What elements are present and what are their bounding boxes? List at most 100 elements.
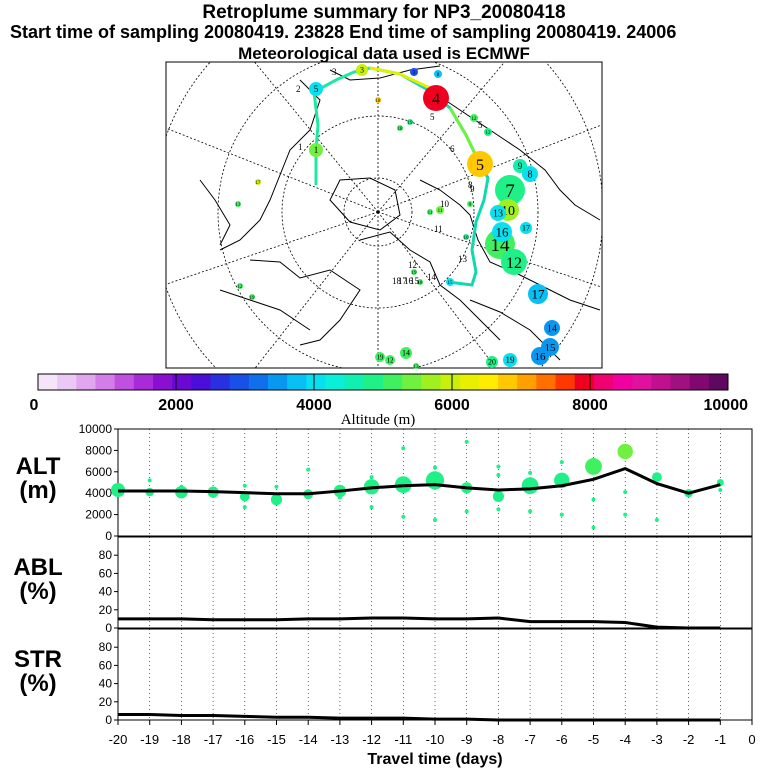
trajectory-day-number: 9 (470, 184, 475, 194)
altitude-point (559, 512, 564, 517)
cluster-marker (237, 283, 243, 289)
cluster-label: 4 (432, 91, 440, 108)
altitude-cluster (585, 458, 602, 475)
cluster-marker (486, 356, 498, 368)
cluster-marker (520, 222, 532, 234)
colorbar-swatch (651, 374, 671, 390)
cluster-label: 20 (488, 358, 496, 367)
colorbar-swatch (632, 374, 652, 390)
colorbar-swatch (268, 374, 288, 390)
panel-abl: 0 20 40 60 80 ABL(%) (13, 536, 753, 635)
trajectory-day-number: 14 (427, 272, 437, 282)
panel-frame (117, 536, 753, 629)
y-tick-label: 6000 (85, 465, 112, 479)
cluster-label: 18 (398, 127, 404, 132)
colorbar-swatch (498, 374, 518, 390)
altitude-point (496, 473, 501, 478)
cluster-label: 3 (360, 66, 364, 75)
cluster-label: 12 (486, 131, 492, 136)
x-tick-label: -10 (426, 732, 445, 747)
colorbar-swatch (191, 374, 211, 390)
trajectory-day-number: 2 (296, 84, 301, 94)
x-tick-label: -19 (140, 732, 159, 747)
trajectory-day-number: 15 (410, 276, 420, 286)
cluster-label: 18 (376, 99, 382, 104)
cluster-label: 8 (528, 170, 533, 181)
x-tick-label: -16 (235, 732, 254, 747)
cluster-label: 7 (505, 181, 515, 202)
altitude-point (464, 439, 469, 444)
x-tick-label: -9 (461, 732, 473, 747)
cluster-marker (410, 68, 418, 76)
cluster-marker (417, 279, 423, 285)
colorbar-swatch (210, 374, 231, 390)
cluster-marker (400, 347, 412, 359)
altitude-point (496, 507, 501, 512)
colorbar-swatch (402, 374, 422, 390)
colorbar-swatch (536, 374, 556, 390)
colorbar-swatch (344, 374, 365, 390)
lat-circle (281, 115, 475, 309)
cluster-label: 9 (518, 161, 523, 171)
cluster-marker (490, 205, 506, 221)
colorbar-swatch (383, 374, 403, 390)
y-tick-label: 60 (99, 658, 113, 672)
altitude-point (306, 467, 311, 472)
panel-label: STR (14, 646, 62, 673)
cluster-marker (501, 249, 527, 275)
panel-label: ABL (13, 554, 62, 581)
trajectory-day-number: 13 (458, 254, 468, 264)
cluster-marker (235, 201, 241, 207)
cluster-label: 19 (250, 296, 256, 301)
altitude-point (623, 512, 628, 517)
y-tick-label: 10000 (79, 422, 113, 436)
colorbar-tick-label: 2000 (158, 397, 194, 414)
altitude-point (433, 517, 437, 522)
cluster-marker (467, 201, 473, 207)
cluster-marker (544, 320, 560, 336)
chart-title: Retroplume summary for NP3_20080418 (202, 2, 566, 23)
altitude-point (464, 509, 469, 514)
altitude-cluster (270, 494, 283, 506)
colorbar-swatch (248, 374, 269, 390)
cluster-marker (484, 128, 492, 136)
cluster-marker (503, 353, 517, 367)
cluster-marker (249, 294, 255, 300)
altitude-point (242, 483, 247, 488)
colorbar-tick-label: 6000 (434, 397, 470, 414)
cluster-label: 17 (256, 181, 262, 186)
panel-label: ALT (16, 453, 61, 480)
y-tick-label: 2000 (85, 508, 112, 522)
altitude-point (369, 475, 374, 480)
altitude-point (591, 497, 596, 502)
y-tick-label: 8000 (85, 443, 112, 457)
trajectory-day-number: 17 (398, 276, 408, 286)
x-tick-label: -18 (172, 732, 191, 747)
colorbar-swatch (363, 374, 384, 390)
colorbar-swatch (153, 374, 173, 390)
cluster-marker (446, 278, 454, 286)
cluster-marker (467, 151, 493, 177)
colorbar-swatch (325, 374, 346, 390)
colorbar-swatch (95, 374, 116, 390)
cluster-label: 15 (545, 342, 557, 354)
cluster-marker (470, 114, 478, 122)
colorbar-swatch (689, 374, 710, 390)
cluster-label: 12 (506, 255, 522, 272)
x-tick-label: -13 (331, 732, 350, 747)
trajectory-day-number: 18 (392, 276, 402, 286)
cluster-label: 1 (314, 145, 319, 155)
cluster-label: 10 (464, 236, 470, 241)
cluster-marker (411, 269, 417, 275)
x-tick-label: -3 (651, 732, 663, 747)
cluster-label: 19 (412, 271, 418, 276)
x-tick-label: -6 (556, 732, 568, 747)
series-line (118, 466, 721, 496)
colorbar-swatch (670, 374, 691, 390)
cluster-label: 12 (238, 285, 244, 290)
meridians (166, 62, 602, 368)
cluster-label: 18 (418, 281, 424, 286)
cluster-marker (356, 64, 368, 76)
y-tick-label: 40 (99, 585, 113, 599)
